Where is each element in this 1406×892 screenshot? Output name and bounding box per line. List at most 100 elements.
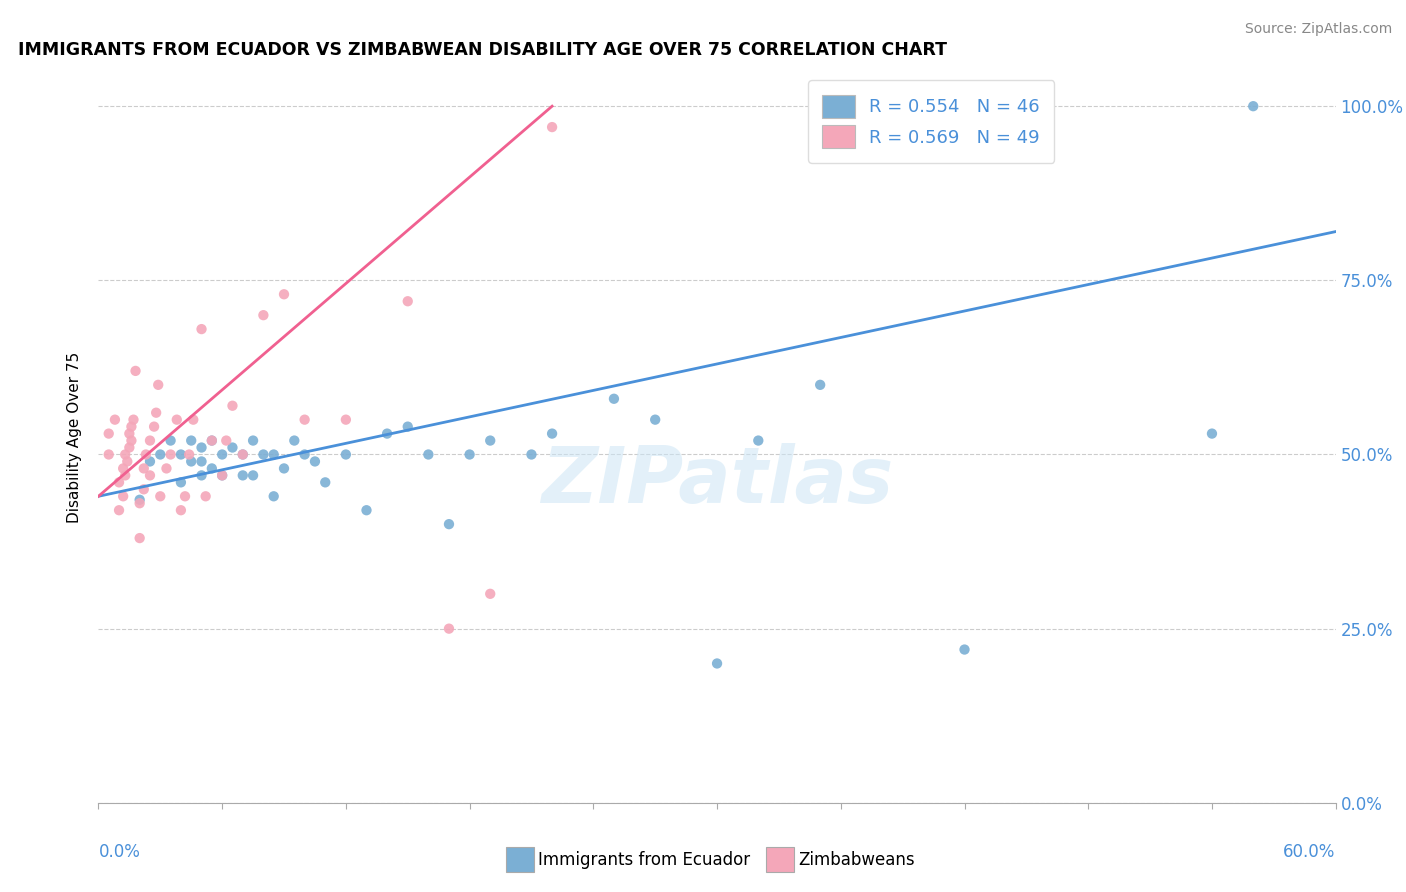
Point <box>181 412 204 426</box>
Point <box>479 434 502 448</box>
Point <box>808 377 831 392</box>
Point <box>179 448 201 462</box>
Point <box>418 448 440 462</box>
Point <box>128 496 150 510</box>
Point <box>190 441 212 455</box>
Point <box>706 657 728 671</box>
Point <box>122 412 145 426</box>
Point <box>104 412 127 426</box>
Point <box>118 426 141 441</box>
Point <box>97 448 120 462</box>
Point <box>232 448 254 462</box>
Point <box>112 461 135 475</box>
Point <box>211 468 233 483</box>
Point <box>458 448 481 462</box>
Point <box>159 448 181 462</box>
Text: 0.0%: 0.0% <box>98 843 141 861</box>
Point <box>108 503 131 517</box>
Point <box>190 322 212 336</box>
Point <box>215 434 238 448</box>
Point <box>120 419 142 434</box>
Point <box>273 287 295 301</box>
Point <box>97 426 120 441</box>
Point <box>180 454 202 468</box>
Text: Zimbabweans: Zimbabweans <box>799 851 915 869</box>
Point <box>132 483 155 497</box>
Point <box>221 399 243 413</box>
Point <box>149 489 172 503</box>
Point <box>252 308 274 322</box>
Point <box>139 454 162 468</box>
Point <box>520 448 543 462</box>
Point <box>541 120 564 134</box>
Text: Immigrants from Ecuador: Immigrants from Ecuador <box>538 851 751 869</box>
Point <box>252 448 274 462</box>
Point <box>335 412 357 426</box>
Text: 60.0%: 60.0% <box>1284 843 1336 861</box>
Point <box>396 419 419 434</box>
Y-axis label: Disability Age Over 75: Disability Age Over 75 <box>67 351 83 523</box>
Point <box>201 461 224 475</box>
Point <box>396 294 419 309</box>
Point <box>314 475 336 490</box>
Point <box>170 503 193 517</box>
Point <box>273 461 295 475</box>
Point <box>335 448 357 462</box>
Point <box>437 517 460 532</box>
Point <box>112 489 135 503</box>
Point <box>242 434 264 448</box>
Point <box>356 503 378 517</box>
Point <box>201 434 224 448</box>
Point <box>375 426 398 441</box>
Point <box>304 454 326 468</box>
Point <box>263 489 285 503</box>
Point <box>644 412 666 426</box>
Point <box>242 468 264 483</box>
Point <box>145 406 167 420</box>
Point <box>139 434 162 448</box>
Point <box>211 468 233 483</box>
Point <box>108 475 131 490</box>
Point <box>232 468 254 483</box>
Point <box>603 392 626 406</box>
Point <box>211 448 233 462</box>
Point <box>190 454 212 468</box>
Point <box>159 434 181 448</box>
Point <box>128 531 150 545</box>
Point <box>114 468 136 483</box>
Point <box>118 441 141 455</box>
Point <box>170 475 193 490</box>
Point <box>149 448 172 462</box>
Text: Source: ZipAtlas.com: Source: ZipAtlas.com <box>1244 22 1392 37</box>
Point <box>128 492 150 507</box>
Point <box>132 461 155 475</box>
Point <box>232 448 254 462</box>
Point <box>201 434 224 448</box>
Point <box>1241 99 1264 113</box>
Point <box>953 642 976 657</box>
Point <box>120 434 142 448</box>
Text: IMMIGRANTS FROM ECUADOR VS ZIMBABWEAN DISABILITY AGE OVER 75 CORRELATION CHART: IMMIGRANTS FROM ECUADOR VS ZIMBABWEAN DI… <box>18 41 948 59</box>
Point <box>294 412 316 426</box>
Point <box>170 448 193 462</box>
Point <box>283 434 305 448</box>
Point <box>148 377 170 392</box>
Point <box>139 468 162 483</box>
Text: ZIPatlas: ZIPatlas <box>541 443 893 519</box>
Point <box>114 448 136 462</box>
Point <box>1201 426 1223 441</box>
Point <box>166 412 188 426</box>
Point <box>180 434 202 448</box>
Point <box>155 461 177 475</box>
Point <box>479 587 502 601</box>
Point <box>190 468 212 483</box>
Point <box>174 489 197 503</box>
Point <box>263 448 285 462</box>
Point <box>117 454 139 468</box>
Point <box>294 448 316 462</box>
Point <box>194 489 217 503</box>
Point <box>124 364 146 378</box>
Legend: R = 0.554   N = 46, R = 0.569   N = 49: R = 0.554 N = 46, R = 0.569 N = 49 <box>808 80 1054 163</box>
Point <box>541 426 564 441</box>
Point <box>135 448 157 462</box>
